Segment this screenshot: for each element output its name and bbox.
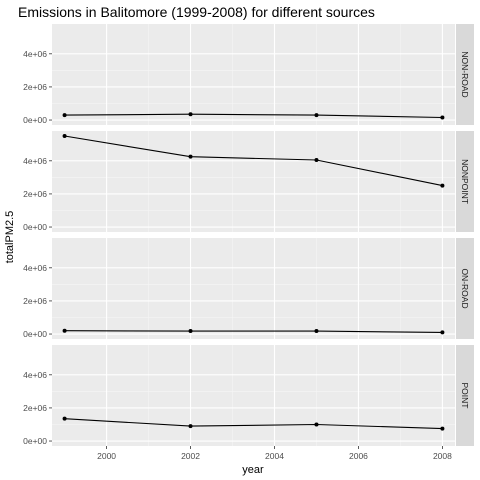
series-line bbox=[64, 418, 443, 430]
facet-strip bbox=[456, 238, 474, 339]
data-point bbox=[188, 424, 193, 429]
y-tick-label: 0e+00 bbox=[23, 222, 47, 232]
x-tick-label: 2002 bbox=[181, 451, 200, 461]
data-point bbox=[314, 157, 319, 162]
facet-point: 0e+00 2e+06 4e+06 POINT bbox=[23, 345, 474, 446]
data-point bbox=[440, 183, 445, 188]
data-point bbox=[440, 426, 445, 431]
data-point bbox=[62, 416, 67, 421]
x-axis-title: year bbox=[242, 464, 264, 476]
facet-nonpoint: 0e+00 2e+06 4e+06 NONPOINT bbox=[23, 131, 474, 232]
facet-label: POINT bbox=[460, 383, 470, 409]
x-tick-label: 2006 bbox=[349, 451, 368, 461]
facet-label: NONPOINT bbox=[460, 159, 470, 204]
panel-background bbox=[52, 238, 455, 339]
facet-strip bbox=[456, 131, 474, 232]
series-line bbox=[64, 330, 443, 333]
data-point bbox=[314, 422, 319, 427]
data-point bbox=[62, 133, 67, 138]
y-tick-label: 4e+06 bbox=[23, 156, 47, 166]
y-tick-label: 2e+06 bbox=[23, 189, 47, 199]
facet-label: NON-ROAD bbox=[460, 51, 470, 97]
y-tick-label: 4e+06 bbox=[23, 263, 47, 273]
series-line bbox=[64, 135, 443, 187]
y-tick-label: 4e+06 bbox=[23, 49, 47, 59]
y-tick-label: 2e+06 bbox=[23, 82, 47, 92]
data-point bbox=[188, 154, 193, 159]
y-tick-label: 2e+06 bbox=[23, 403, 47, 413]
data-point bbox=[440, 330, 445, 335]
facet-non-road: 0e+00 2e+06 4e+06 NON-ROAD bbox=[23, 24, 474, 125]
series-line bbox=[64, 113, 443, 119]
facet-on-road: 0e+00 2e+06 4e+06 ON-ROAD bbox=[23, 238, 474, 339]
y-axis-title: totalPM2.5 bbox=[4, 211, 16, 264]
facet-strip bbox=[456, 345, 474, 446]
x-axis: 2000 2002 2004 2006 2008 bbox=[97, 446, 452, 461]
x-tick-label: 2008 bbox=[433, 451, 452, 461]
facet-strip bbox=[456, 24, 474, 125]
data-point bbox=[62, 113, 67, 118]
facet-label: ON-ROAD bbox=[460, 268, 470, 308]
y-tick-label: 0e+00 bbox=[23, 329, 47, 339]
y-tick-label: 2e+06 bbox=[23, 296, 47, 306]
y-tick-label: 0e+00 bbox=[23, 115, 47, 125]
y-tick-label: 4e+06 bbox=[23, 370, 47, 380]
data-point bbox=[314, 329, 319, 334]
x-tick-label: 2000 bbox=[97, 451, 116, 461]
chart-title: Emissions in Balitomore (1999-2008) for … bbox=[18, 4, 375, 20]
data-point bbox=[62, 328, 67, 333]
facet-panels: 0e+00 2e+06 4e+06 NON-ROAD 0e+00 2e+06 4e+06 NO… bbox=[23, 24, 474, 446]
data-point bbox=[314, 113, 319, 118]
panel-background bbox=[52, 24, 455, 125]
x-tick-label: 2004 bbox=[265, 451, 284, 461]
y-tick-label: 0e+00 bbox=[23, 436, 47, 446]
data-point bbox=[440, 115, 445, 120]
data-point bbox=[188, 329, 193, 334]
panel-background bbox=[52, 345, 455, 446]
panel-background bbox=[52, 131, 455, 232]
data-point bbox=[188, 112, 193, 117]
